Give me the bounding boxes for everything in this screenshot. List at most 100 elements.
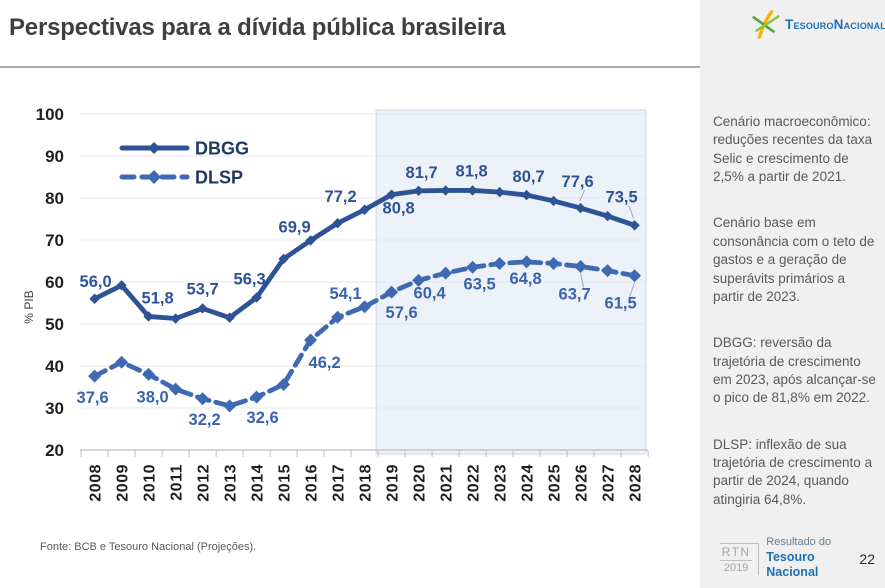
x-axis-tick-label: 2013 bbox=[223, 464, 240, 502]
marker-dlsp bbox=[277, 377, 291, 391]
data-label-dbgg: 77,2 bbox=[325, 188, 357, 206]
data-label-dlsp: 60,4 bbox=[414, 284, 447, 302]
debt-chart-svg: 20 30 40 50 60 70 80 90 100 % PIB 2008 2009 2010 2011… bbox=[22, 105, 649, 502]
marker-dlsp bbox=[88, 369, 102, 383]
label-leader-line bbox=[579, 189, 586, 202]
marker-dbgg bbox=[575, 202, 586, 214]
marker-dbgg bbox=[359, 204, 370, 215]
x-axis-tick-label: 2016 bbox=[304, 464, 321, 502]
y-axis-tick-label: 50 bbox=[45, 315, 64, 334]
data-label-dbgg: 56,3 bbox=[234, 271, 266, 289]
label-leader-line bbox=[628, 205, 635, 219]
x-axis-tick-label: 2008 bbox=[88, 464, 105, 502]
marker-dbgg bbox=[413, 185, 424, 197]
source-note: Fonte: BCB e Tesouro Nacional (Projeções… bbox=[40, 541, 257, 553]
x-axis-tick-label: 2015 bbox=[277, 464, 294, 502]
x-axis-tick-label: 2018 bbox=[358, 464, 375, 502]
note-dlsp: DLSP: inflexão de sua trajetória de cres… bbox=[713, 436, 873, 507]
x-axis-tick-label: 2009 bbox=[115, 464, 132, 502]
marker-dbgg bbox=[494, 186, 505, 198]
x-axis-tick-label: 2021 bbox=[439, 464, 456, 502]
data-label-dbgg: 51,8 bbox=[142, 289, 174, 307]
marker-dlsp bbox=[412, 273, 426, 287]
data-label-dlsp: 63,5 bbox=[464, 275, 496, 293]
x-axis-tick-label: 2012 bbox=[196, 464, 213, 502]
x-axis-tick-label: 2028 bbox=[628, 464, 645, 502]
data-label-dbgg: 69,9 bbox=[279, 218, 311, 236]
marker-dbgg bbox=[602, 210, 613, 222]
marker-dlsp bbox=[628, 269, 642, 283]
marker-dbgg bbox=[548, 195, 559, 207]
sidebar-notes: Cenário macroeconômico: reduções recente… bbox=[713, 113, 876, 537]
label-leader-line bbox=[629, 282, 636, 297]
x-axis-tick-label: 2011 bbox=[169, 464, 186, 501]
marker-dbgg bbox=[386, 189, 397, 200]
marker-dlsp bbox=[385, 285, 399, 299]
footer-brand: RTN 2019 Resultado do Tesouro Nacional 2… bbox=[720, 536, 875, 581]
marker-dbgg bbox=[197, 303, 208, 314]
marker-dbgg bbox=[521, 189, 532, 201]
marker-dlsp bbox=[493, 257, 507, 271]
logo-text: TesouroNacional bbox=[785, 16, 885, 32]
data-label-dlsp: 38,0 bbox=[137, 388, 169, 406]
sidebar: TesouroNacional Cenário macroeconômico: … bbox=[700, 0, 885, 588]
marker-dbgg bbox=[116, 280, 127, 291]
data-label-dlsp: 61,5 bbox=[605, 295, 637, 313]
marker-dlsp bbox=[169, 382, 183, 396]
marker-dbgg bbox=[305, 235, 316, 246]
legend-label-dlsp: DLSP bbox=[195, 168, 243, 188]
marker-dbgg bbox=[629, 220, 640, 231]
legend-marker-dlsp bbox=[147, 170, 161, 184]
marker-dbgg bbox=[440, 185, 451, 196]
label-leader-line bbox=[580, 273, 585, 288]
legend-label-dbgg: DBGG bbox=[195, 139, 249, 159]
marker-dlsp bbox=[601, 264, 615, 278]
data-label-dbgg: 80,8 bbox=[383, 200, 415, 218]
marker-dbgg bbox=[170, 313, 181, 324]
y-axis-title: % PIB bbox=[22, 290, 36, 323]
data-label-dbgg: 56,0 bbox=[80, 273, 112, 291]
data-label-dbgg: 73,5 bbox=[606, 188, 638, 206]
tesouro-star-icon bbox=[752, 10, 780, 39]
data-label-dbgg: 81,7 bbox=[406, 164, 438, 182]
rtn-year: 2019 bbox=[723, 561, 749, 574]
x-axis-tick-label: 2026 bbox=[574, 464, 591, 502]
footer-brand-text: Resultado do Tesouro Nacional bbox=[766, 536, 859, 581]
y-axis-tick-label: 90 bbox=[45, 147, 64, 166]
x-axis-tick-label: 2025 bbox=[547, 464, 564, 502]
marker-dlsp bbox=[304, 333, 318, 347]
x-axis-tick-label: 2024 bbox=[520, 464, 537, 502]
debt-chart: 20 30 40 50 60 70 80 90 100 % PIB 2008 2009 2010 2011… bbox=[0, 80, 700, 540]
x-axis-tick-label: 2027 bbox=[601, 464, 618, 502]
data-label-dlsp: 54,1 bbox=[330, 285, 362, 303]
marker-dbgg bbox=[251, 292, 262, 303]
marker-dbgg bbox=[89, 293, 100, 304]
marker-dlsp bbox=[520, 255, 534, 269]
note-base-scenario: Cenário base em consonância com o teto d… bbox=[713, 215, 875, 304]
tesouro-nacional-logo: TesouroNacional bbox=[750, 8, 885, 40]
marker-dlsp bbox=[466, 260, 480, 274]
marker-dlsp bbox=[196, 392, 210, 406]
marker-dbgg bbox=[143, 311, 154, 322]
marker-dlsp bbox=[574, 259, 588, 273]
marker-dlsp bbox=[250, 390, 264, 404]
marker-dbgg bbox=[467, 185, 478, 196]
y-axis-tick-label: 100 bbox=[36, 105, 64, 124]
title-divider bbox=[0, 66, 701, 68]
marker-dlsp bbox=[142, 367, 156, 381]
note-dbgg: DBGG: reversão da trajetória de crescime… bbox=[713, 335, 876, 406]
x-axis-tick-label: 2019 bbox=[385, 464, 402, 502]
rtn-logo: RTN 2019 bbox=[720, 542, 760, 575]
data-label-dbgg: 53,7 bbox=[187, 280, 219, 298]
data-label-dlsp: 57,6 bbox=[386, 304, 418, 322]
x-axis-tick-label: 2022 bbox=[466, 464, 483, 502]
x-axis-tick-label: 2014 bbox=[250, 464, 267, 502]
footer-brand-line2: Tesouro Nacional bbox=[766, 549, 819, 580]
y-axis-tick-label: 60 bbox=[45, 273, 64, 292]
y-axis-tick-label: 30 bbox=[45, 399, 64, 418]
data-label-dbgg: 77,6 bbox=[562, 173, 594, 191]
marker-dbgg bbox=[332, 218, 343, 229]
x-axis-tick-label: 2020 bbox=[412, 464, 429, 502]
data-label-dlsp: 32,6 bbox=[247, 409, 279, 427]
